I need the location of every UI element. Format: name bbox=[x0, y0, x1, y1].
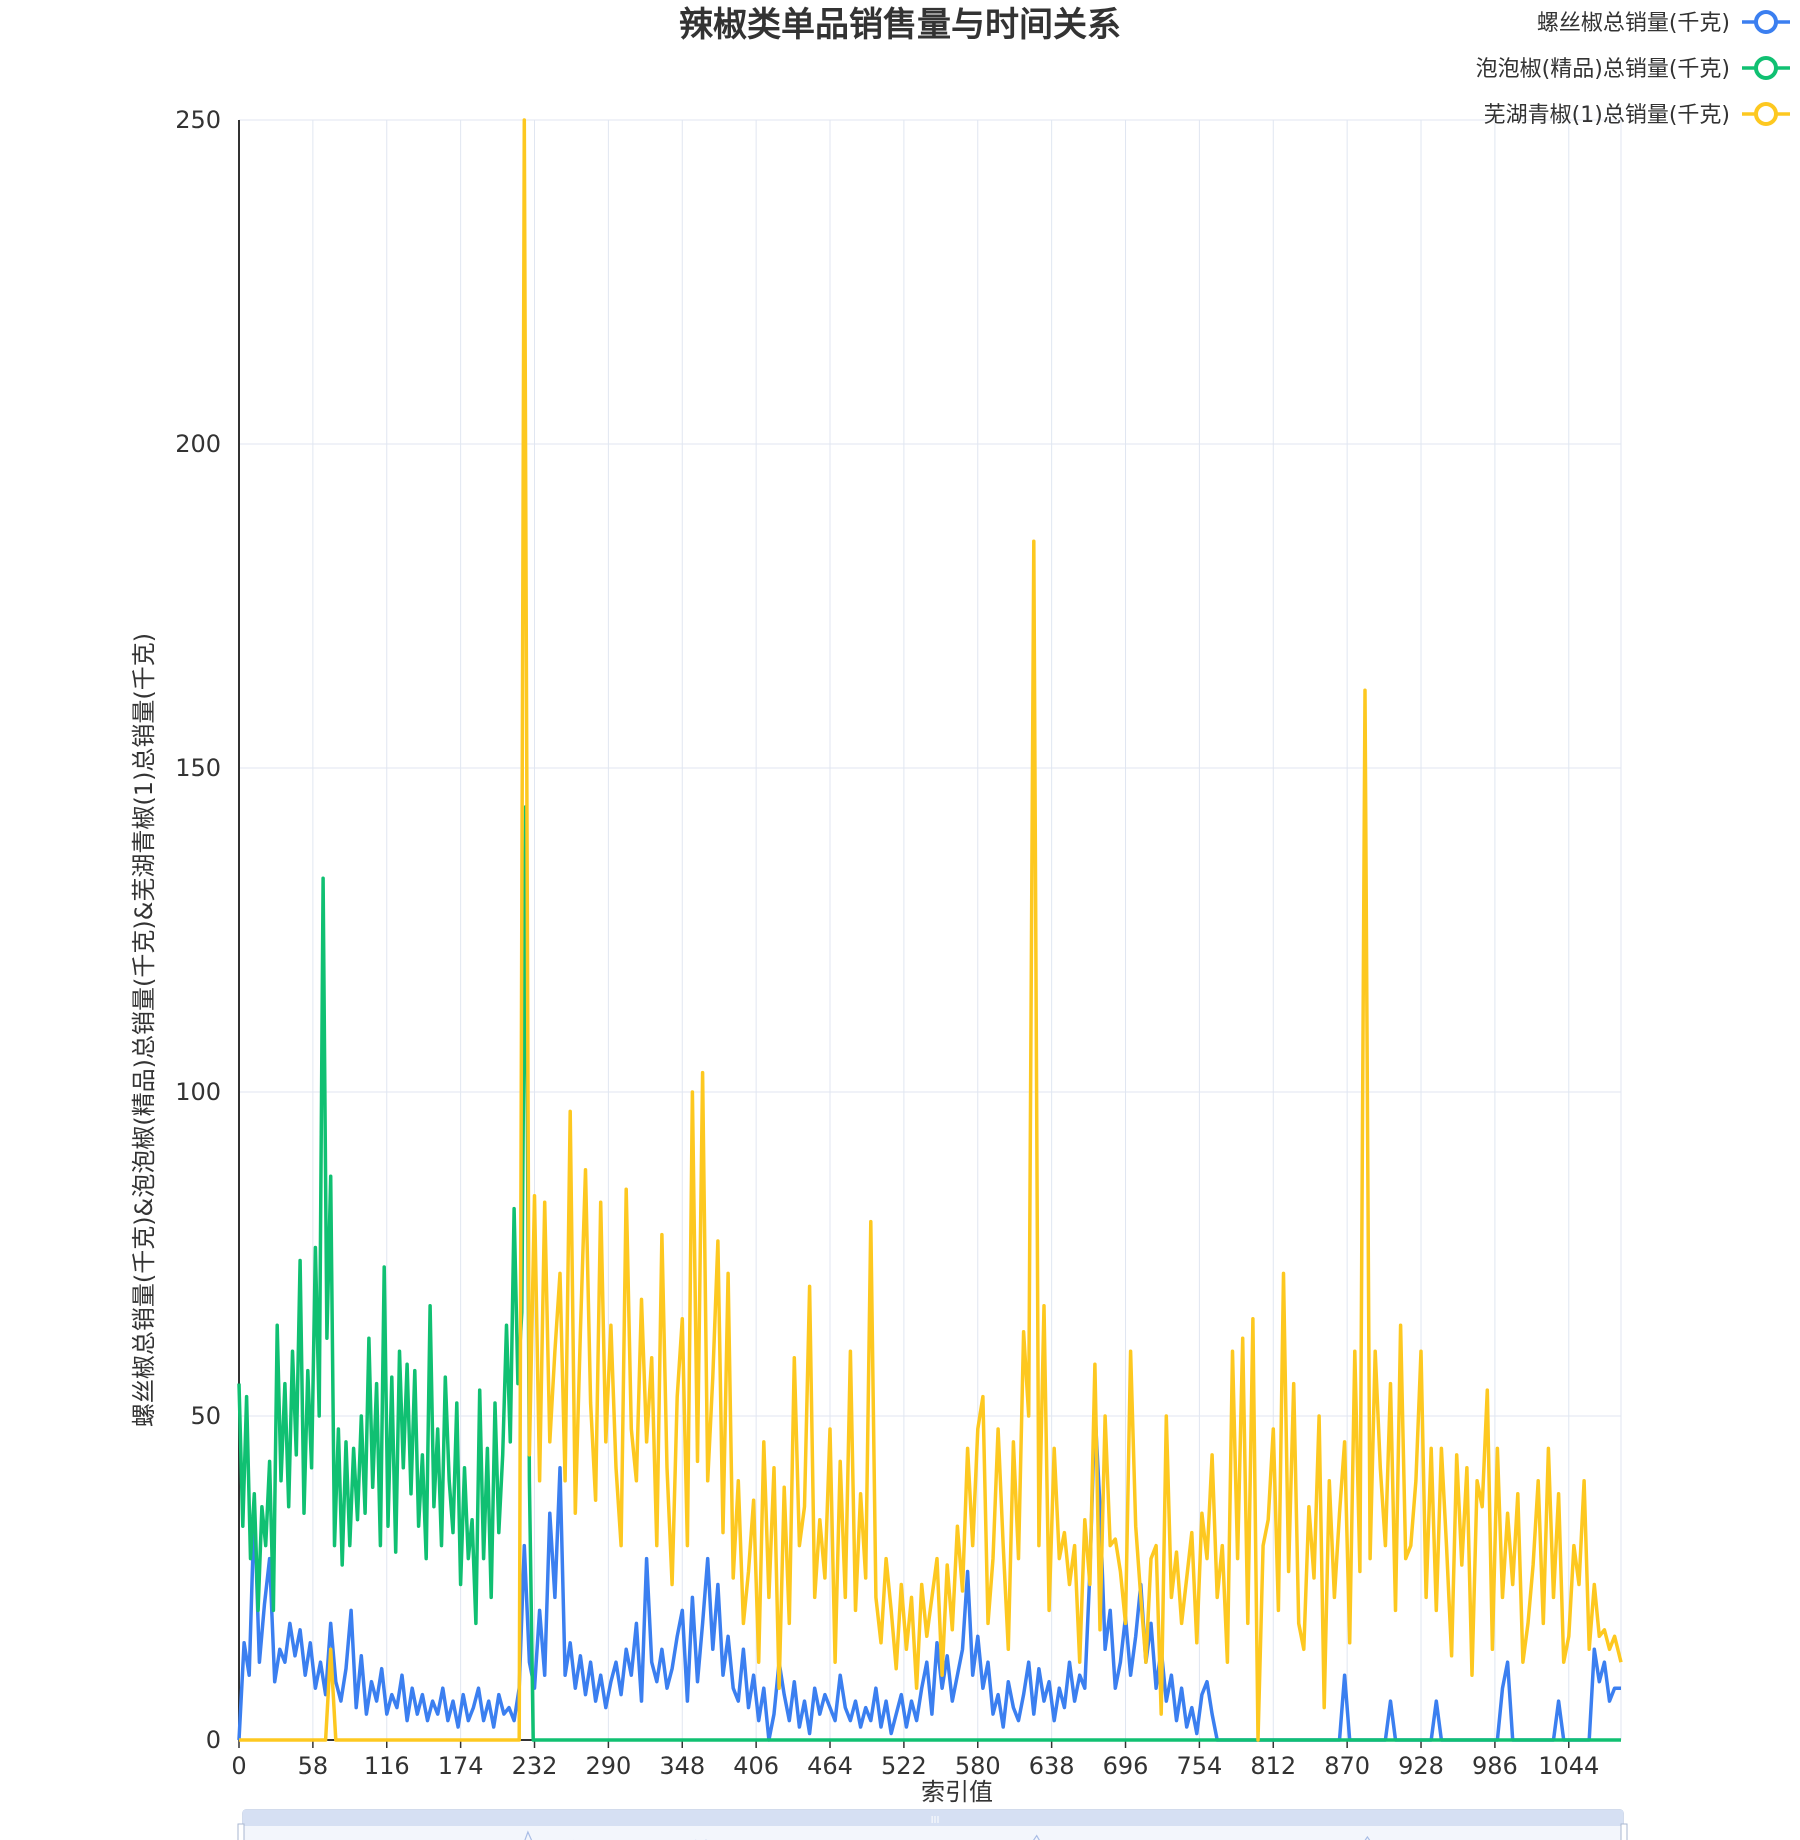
legend-label: 芜湖青椒(1)总销量(千克) bbox=[1484, 103, 1730, 128]
x-axis-label: 索引值 bbox=[921, 1778, 993, 1806]
series-line-3 bbox=[239, 118, 1623, 1742]
x-tick-label: 174 bbox=[438, 1752, 484, 1780]
x-tick-label: 232 bbox=[512, 1752, 558, 1780]
series-lines bbox=[237, 118, 1623, 1742]
legend-item-2[interactable]: 泡泡椒(精品)总销量(千克) bbox=[1476, 56, 1790, 82]
legend[interactable]: 螺丝椒总销量(千克) 泡泡椒(精品)总销量(千克) 芜湖青椒(1)总销量(千克) bbox=[1476, 10, 1790, 128]
y-axis-label: 螺丝椒总销量(千克)&泡泡椒(精品)总销量(千克)&芜湖青椒(1)总销量(千克) bbox=[130, 633, 158, 1427]
y-tick-label: 100 bbox=[175, 1078, 221, 1106]
x-tick-label: 812 bbox=[1250, 1752, 1296, 1780]
grid bbox=[238, 119, 1622, 1741]
datazoom-handle-bar[interactable] bbox=[243, 1810, 1623, 1826]
x-tick-label: 348 bbox=[659, 1752, 705, 1780]
y-tick-label: 150 bbox=[175, 754, 221, 782]
x-tick-label: 406 bbox=[733, 1752, 779, 1780]
x-tick-label: 290 bbox=[585, 1752, 631, 1780]
x-tick-label: 522 bbox=[881, 1752, 927, 1780]
x-tick-label: 696 bbox=[1103, 1752, 1149, 1780]
y-tick-label: 0 bbox=[206, 1726, 221, 1754]
datazoom-slider[interactable]: III bbox=[237, 1809, 1628, 1840]
y-tick-label: 50 bbox=[190, 1402, 221, 1430]
legend-label: 螺丝椒总销量(千克) bbox=[1537, 11, 1730, 36]
x-tick-label: 986 bbox=[1472, 1752, 1518, 1780]
legend-circle-marker bbox=[1754, 10, 1778, 34]
x-tick-label: 870 bbox=[1324, 1752, 1370, 1780]
x-tick-label: 58 bbox=[298, 1752, 329, 1780]
x-tick-label: 464 bbox=[807, 1752, 853, 1780]
legend-circle-marker bbox=[1754, 56, 1778, 80]
x-tick-label: 0 bbox=[231, 1752, 246, 1780]
chart-title: 辣椒类单品销售量与时间关系 bbox=[679, 5, 1121, 45]
datazoom-right-handle[interactable] bbox=[1620, 1823, 1628, 1840]
y-tick-label: 200 bbox=[175, 430, 221, 458]
x-tick-label: 116 bbox=[364, 1752, 410, 1780]
x-tick-label: 638 bbox=[1029, 1752, 1075, 1780]
series-line-2 bbox=[237, 805, 1621, 1742]
y-tick-label: 250 bbox=[175, 106, 221, 134]
legend-circle-marker bbox=[1754, 102, 1778, 126]
datazoom-left-handle[interactable] bbox=[237, 1823, 245, 1840]
x-tick-label: 754 bbox=[1176, 1752, 1222, 1780]
datazoom-drag-glyph[interactable]: III bbox=[931, 1815, 940, 1826]
legend-item-1[interactable]: 螺丝椒总销量(千克) bbox=[1537, 10, 1790, 36]
legend-label: 泡泡椒(精品)总销量(千克) bbox=[1476, 57, 1730, 82]
series-line-1 bbox=[237, 1407, 1621, 1742]
legend-item-3[interactable]: 芜湖青椒(1)总销量(千克) bbox=[1484, 102, 1790, 128]
x-tick-label: 928 bbox=[1398, 1752, 1444, 1780]
x-tick-label: 580 bbox=[955, 1752, 1001, 1780]
x-tick-label: 1044 bbox=[1538, 1752, 1599, 1780]
